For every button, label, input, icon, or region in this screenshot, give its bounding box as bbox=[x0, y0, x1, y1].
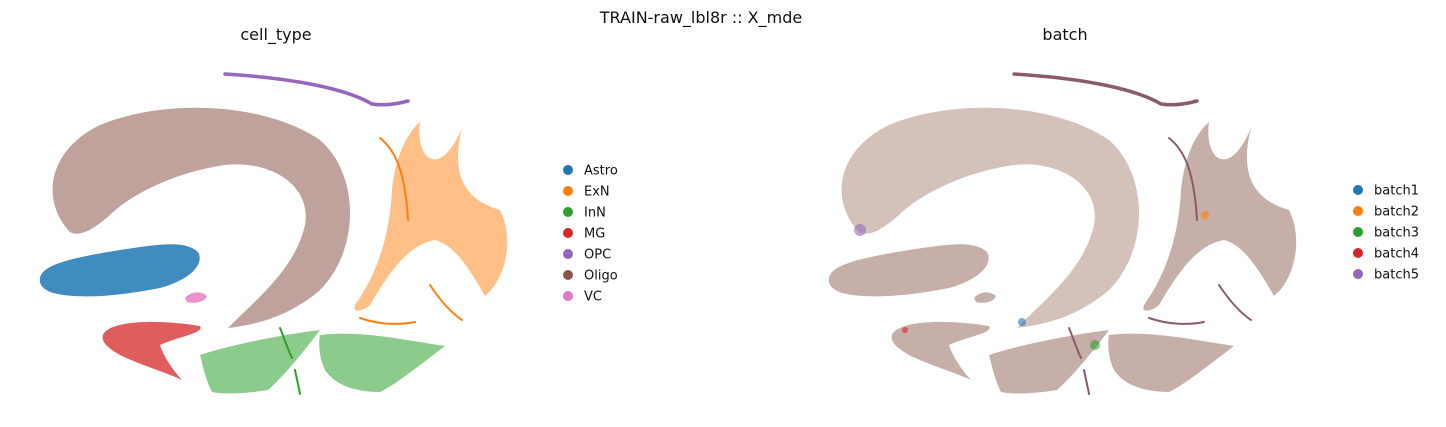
scatter-plot bbox=[828, 72, 1297, 395]
batch-accent-point bbox=[902, 327, 908, 333]
vc-cluster bbox=[185, 292, 207, 303]
legend-item: batch5 bbox=[1353, 268, 1419, 283]
legend-label: batch3 bbox=[1374, 226, 1419, 241]
legend-item: batch4 bbox=[1353, 247, 1419, 262]
legend-marker bbox=[563, 270, 573, 280]
legend-marker bbox=[563, 249, 573, 259]
legend-item: Oligo bbox=[563, 269, 618, 284]
exn-strand bbox=[359, 317, 416, 325]
inn-strand bbox=[279, 327, 293, 359]
legend-label: InN bbox=[584, 206, 606, 221]
legend-label: batch4 bbox=[1374, 247, 1419, 262]
batch-mixed-strand bbox=[1168, 137, 1198, 221]
batch-mixed-cluster bbox=[1108, 333, 1234, 392]
legend-label: ExN bbox=[584, 185, 610, 200]
legend-item: ExN bbox=[563, 185, 610, 200]
legend-label: Astro bbox=[584, 164, 618, 179]
batch-mixed-cluster bbox=[989, 330, 1109, 394]
legend-item: batch2 bbox=[1353, 205, 1419, 220]
legend-marker bbox=[563, 165, 573, 175]
legend: Astro ExN InN MG OPC Oligo VC bbox=[563, 164, 618, 305]
exn-cluster bbox=[354, 122, 508, 311]
scatter-plot bbox=[39, 72, 508, 395]
batch-mixed-cluster bbox=[1143, 122, 1297, 311]
legend-label: OPC bbox=[584, 248, 611, 263]
astro-cluster bbox=[39, 244, 200, 297]
batch-mixed-cluster bbox=[841, 107, 1139, 328]
inn-cluster-left bbox=[200, 330, 320, 394]
legend-marker bbox=[563, 207, 573, 217]
panel-title: cell_type bbox=[240, 25, 311, 45]
legend-label: Oligo bbox=[584, 269, 618, 284]
legend: batch1 batch2 batch3 batch4 batch5 bbox=[1353, 184, 1419, 283]
legend-marker bbox=[1353, 206, 1363, 216]
batch-accent-point bbox=[1201, 211, 1209, 219]
legend-item: Astro bbox=[563, 164, 618, 179]
legend-item: batch3 bbox=[1353, 226, 1419, 241]
batch-accent-point bbox=[1090, 340, 1100, 350]
legend-label: batch2 bbox=[1374, 205, 1419, 220]
panel-cell-type: cell_type Astro ExN InN MG OPC Oligo VC bbox=[39, 25, 618, 395]
panel-batch: batch batch1 batch2 batch3 batch4 batch5 bbox=[828, 25, 1419, 395]
legend-marker bbox=[563, 186, 573, 196]
legend-marker bbox=[1353, 185, 1363, 195]
mg-cluster bbox=[102, 321, 201, 380]
legend-marker bbox=[1353, 248, 1363, 258]
batch-mixed-strand bbox=[1218, 284, 1252, 321]
legend-label: batch1 bbox=[1374, 184, 1419, 199]
panel-title: batch bbox=[1042, 25, 1087, 44]
legend-marker bbox=[563, 291, 573, 301]
batch-accent-point bbox=[854, 224, 866, 236]
legend-item: VC bbox=[563, 290, 602, 305]
legend-marker bbox=[563, 228, 573, 238]
legend-item: InN bbox=[563, 206, 606, 221]
figure-suptitle: TRAIN-raw_lbl8r :: X_mde bbox=[599, 8, 802, 28]
batch-mixed-cluster bbox=[891, 321, 990, 380]
legend-item: MG bbox=[563, 227, 605, 242]
batch-mixed-strand bbox=[1148, 317, 1205, 325]
oligo-cluster bbox=[52, 107, 351, 328]
legend-marker bbox=[1353, 269, 1363, 279]
inn-cluster-right bbox=[319, 333, 445, 392]
batch-mixed-strand bbox=[1068, 327, 1082, 359]
legend-label: VC bbox=[584, 290, 602, 305]
legend-label: MG bbox=[584, 227, 605, 242]
batch-mixed-strand bbox=[1083, 369, 1090, 395]
batch-mixed-cluster bbox=[828, 244, 989, 297]
opc-arc bbox=[223, 72, 410, 107]
legend-item: batch1 bbox=[1353, 184, 1419, 199]
batch-mixed-cluster bbox=[974, 292, 996, 303]
legend-label: batch5 bbox=[1374, 268, 1419, 283]
exn-strand bbox=[429, 284, 463, 321]
legend-item: OPC bbox=[563, 248, 611, 263]
batch-accent-point bbox=[1018, 318, 1026, 326]
batch-mixed-strand bbox=[1012, 72, 1199, 107]
exn-strand bbox=[379, 137, 409, 221]
inn-strand bbox=[294, 369, 301, 395]
legend-marker bbox=[1353, 227, 1363, 237]
